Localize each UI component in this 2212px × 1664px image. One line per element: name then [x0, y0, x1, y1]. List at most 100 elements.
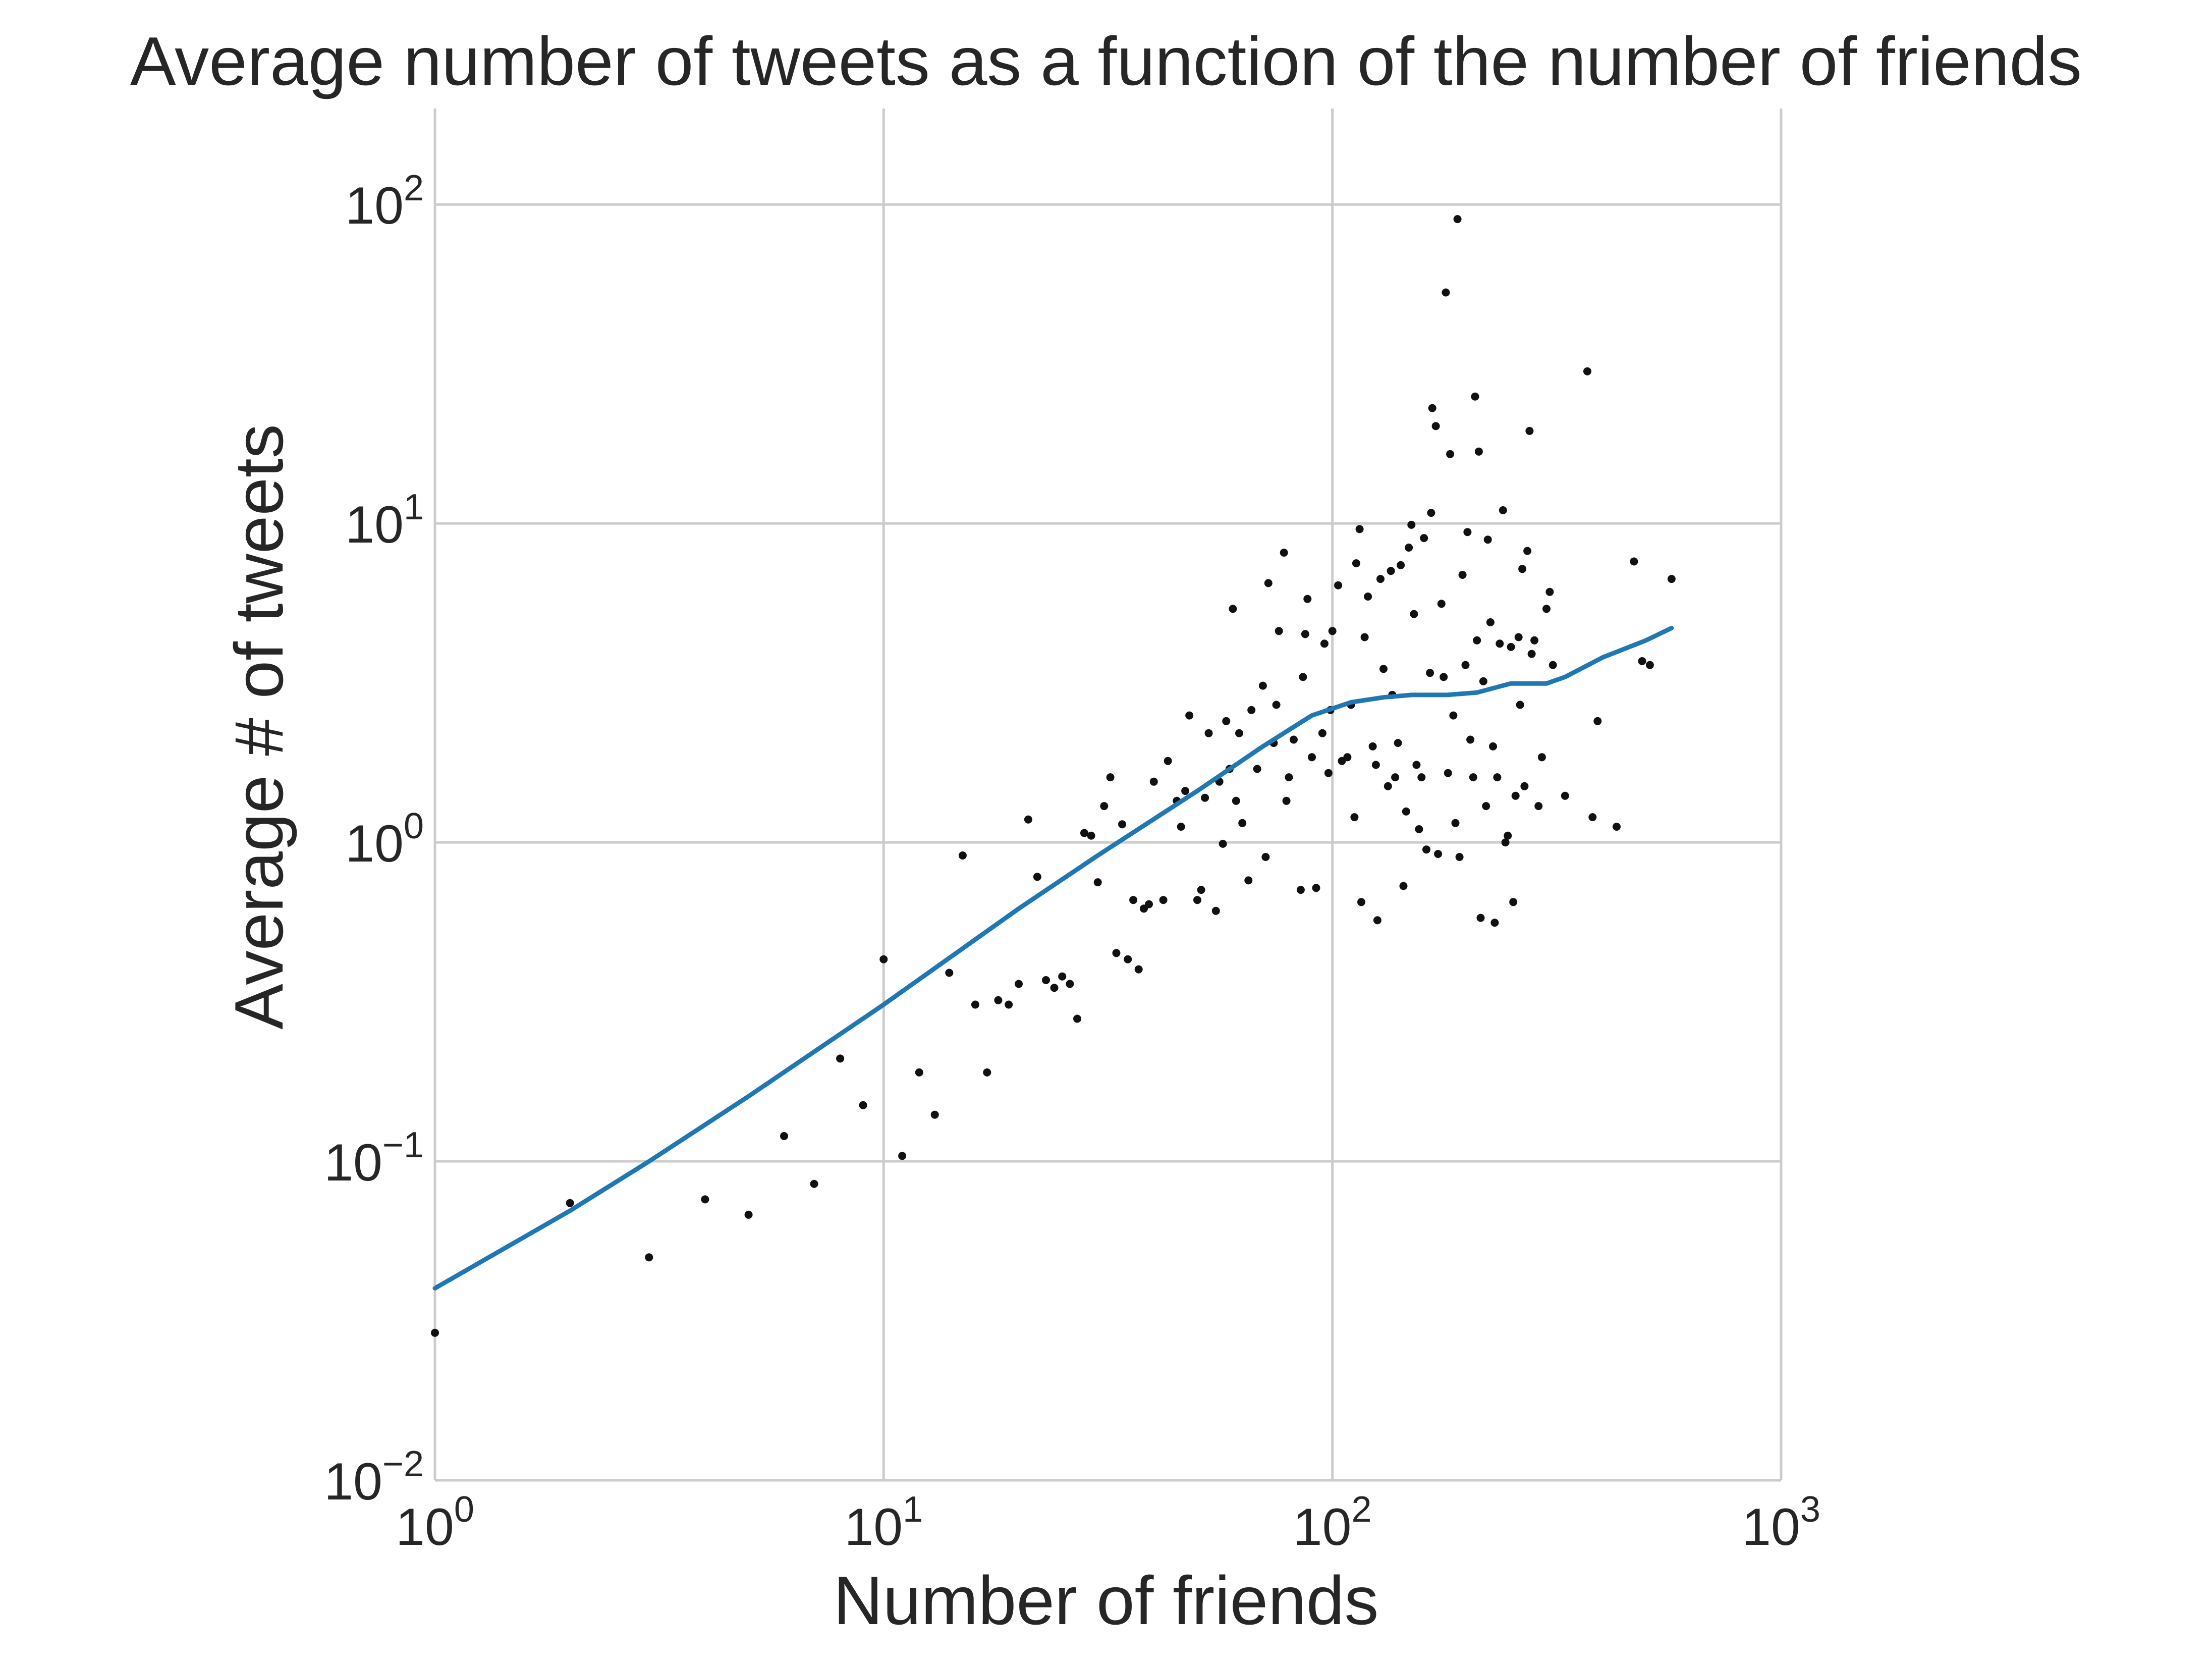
y-axis-label: Average # of tweets	[220, 424, 297, 1030]
data-point	[1272, 701, 1281, 709]
data-point	[1490, 919, 1499, 927]
data-point	[744, 1210, 753, 1219]
data-point	[1466, 735, 1475, 744]
data-point	[1177, 823, 1185, 831]
data-point	[1296, 886, 1305, 894]
data-point	[1364, 593, 1372, 601]
data-point	[971, 1000, 979, 1009]
data-point	[1479, 677, 1487, 685]
data-point	[945, 969, 954, 977]
data-point	[1501, 838, 1510, 847]
data-point	[1371, 761, 1380, 769]
data-point	[1428, 404, 1436, 412]
y-tick-label: 102	[345, 168, 424, 235]
data-point	[1399, 882, 1408, 890]
data-point	[1066, 980, 1074, 988]
data-point	[1033, 873, 1041, 881]
y-tick-label: 10−2	[324, 1444, 424, 1511]
data-point	[1299, 673, 1307, 681]
data-point	[1509, 898, 1518, 906]
x-tick-label: 100	[396, 1489, 474, 1556]
data-point	[1303, 595, 1312, 603]
data-point	[1446, 450, 1455, 458]
y-tick-label: 100	[345, 806, 424, 873]
data-point	[1275, 627, 1283, 635]
data-point	[1645, 661, 1654, 669]
data-point	[1496, 639, 1504, 648]
data-point	[1129, 896, 1138, 904]
data-point	[1232, 796, 1240, 805]
data-point	[1469, 773, 1477, 782]
data-point	[1328, 627, 1337, 635]
data-point	[1451, 819, 1460, 827]
data-point	[1499, 506, 1507, 514]
data-point	[1638, 657, 1646, 665]
data-point	[1350, 813, 1359, 822]
data-point	[1561, 791, 1569, 800]
data-point	[1149, 777, 1158, 786]
data-point	[780, 1132, 788, 1140]
data-point	[1261, 853, 1270, 861]
data-point	[1093, 878, 1102, 887]
data-point	[1352, 559, 1360, 568]
data-point	[1247, 706, 1256, 714]
data-point	[1489, 742, 1497, 750]
data-point	[1197, 886, 1205, 894]
data-point	[1514, 633, 1523, 641]
x-axis-label: Number of friends	[834, 1562, 1379, 1639]
data-point	[1534, 802, 1543, 811]
data-point	[1486, 618, 1495, 626]
data-point	[1357, 898, 1365, 906]
data-point	[1308, 753, 1316, 762]
data-point	[1285, 773, 1293, 782]
data-point	[1583, 367, 1591, 375]
data-point	[1542, 605, 1551, 613]
data-point	[1483, 535, 1492, 544]
data-point	[1530, 636, 1539, 645]
data-point	[1431, 422, 1440, 431]
data-point	[1204, 729, 1213, 737]
data-point	[1290, 735, 1298, 744]
data-point	[1343, 753, 1352, 762]
data-point	[1264, 579, 1273, 587]
data-point	[1613, 823, 1621, 831]
data-point	[1124, 955, 1132, 963]
data-point	[1507, 642, 1515, 651]
chart-title: Average number of tweets as a function o…	[130, 23, 2082, 99]
data-point	[1373, 916, 1381, 925]
data-point	[1520, 782, 1529, 790]
data-point	[1106, 773, 1115, 782]
data-point	[1181, 787, 1190, 795]
y-tick-label: 10−1	[324, 1125, 424, 1192]
x-tick-label: 103	[1742, 1489, 1820, 1556]
data-point	[1376, 575, 1385, 583]
data-point	[1427, 509, 1435, 517]
data-point	[1211, 906, 1220, 915]
data-point	[1229, 605, 1237, 613]
data-point	[1073, 1014, 1081, 1023]
data-point	[1244, 876, 1253, 885]
data-point	[1449, 711, 1458, 720]
data-point	[1426, 669, 1434, 677]
data-point	[1422, 845, 1430, 854]
data-point	[1412, 761, 1421, 769]
data-point	[431, 1328, 439, 1337]
data-point	[1058, 972, 1067, 981]
data-point	[1253, 765, 1261, 773]
data-point	[1320, 639, 1329, 648]
scatter-points	[431, 215, 1676, 1337]
data-point	[1159, 896, 1168, 904]
data-point	[1145, 900, 1153, 908]
data-point	[1201, 793, 1209, 802]
data-point	[1471, 392, 1479, 401]
data-point	[898, 1152, 907, 1160]
data-point	[1476, 914, 1485, 922]
data-point	[1379, 665, 1388, 673]
data-point	[1402, 807, 1410, 816]
data-point	[1360, 633, 1369, 641]
data-point	[1518, 565, 1527, 573]
y-tick-labels: 10−2 10−1 100 101 102	[324, 168, 424, 1511]
data-point	[1593, 717, 1602, 725]
data-point	[1455, 853, 1464, 861]
